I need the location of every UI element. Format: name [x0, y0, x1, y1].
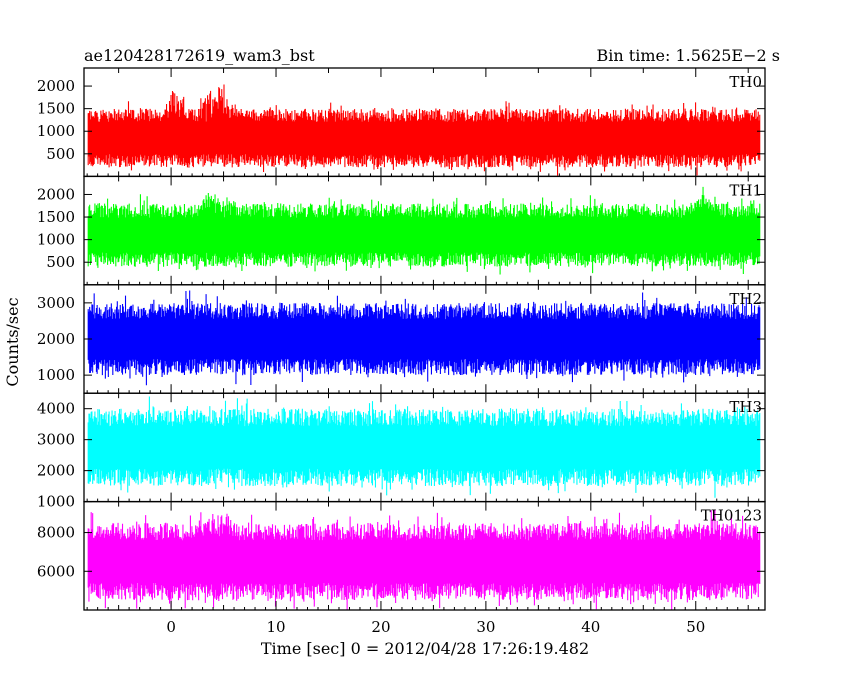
panel-th1: 500 1000 1500 2000 TH1: [37, 175, 766, 286]
y-tick-label: 2000: [37, 462, 75, 480]
panel-th2: 1000 2000 3000 TH2: [37, 284, 766, 394]
y-tick-label: 6000: [37, 562, 75, 580]
x-axis-label: Time [sec] 0 = 2012/04/28 17:26:19.482: [261, 639, 589, 658]
x-tick-label: 10: [266, 618, 285, 636]
y-tick-label: 4000: [37, 400, 75, 418]
y-tick-label: 500: [46, 253, 75, 271]
bin-time-label: Bin time: 1.5625E−2 s: [597, 46, 780, 65]
x-tick-label: 0: [166, 618, 176, 636]
y-tick-label: 1000: [37, 493, 75, 511]
x-tick-label: 50: [686, 618, 705, 636]
panel-th3: 1000 2000 3000 4000 TH3: [37, 392, 766, 511]
y-tick-label: 2000: [37, 77, 75, 95]
y-tick-label: 8000: [37, 524, 75, 542]
series-th1: [87, 186, 761, 275]
y-tick-label: 500: [46, 145, 75, 163]
x-tick-label: 30: [476, 618, 495, 636]
series-th0123: [87, 509, 761, 611]
x-tick-label: 20: [371, 618, 390, 636]
series-th3: [87, 396, 761, 498]
y-axis-label: Counts/sec: [3, 297, 22, 386]
panel-label-th3: TH3: [729, 398, 762, 416]
y-tick-label: 2000: [37, 330, 75, 348]
panel-label-th0123: TH0123: [701, 507, 762, 525]
x-tick-label: 40: [581, 618, 600, 636]
y-tick-label: 3000: [37, 294, 75, 312]
y-tick-label: 1000: [37, 122, 75, 140]
series-th2: [87, 290, 761, 386]
y-tick-label: 1000: [37, 366, 75, 384]
y-tick-label: 2000: [37, 185, 75, 203]
panel-label-th0: TH0: [729, 73, 762, 91]
panel-label-th2: TH2: [729, 290, 762, 308]
y-tick-label: 3000: [37, 431, 75, 449]
series-th0: [87, 84, 761, 176]
x-axis: 0 10 20 30 40 50: [166, 618, 705, 636]
panel-th0: 500 1000 1500 2000 TH0: [37, 67, 766, 178]
panel-label-th1: TH1: [729, 181, 762, 199]
y-tick-label: 1500: [37, 208, 75, 226]
panel-frame: [83, 500, 766, 611]
y-tick-label: 1000: [37, 231, 75, 249]
chart-title-left: ae120428172619_wam3_bst: [84, 46, 315, 65]
panel-stack: 500 1000 1500 2000 TH0 500 1000 1500 2000 TH1 1000…: [37, 67, 766, 611]
panel-th0123: 6000 8000 TH0123: [37, 500, 766, 611]
y-tick-label: 1500: [37, 100, 75, 118]
